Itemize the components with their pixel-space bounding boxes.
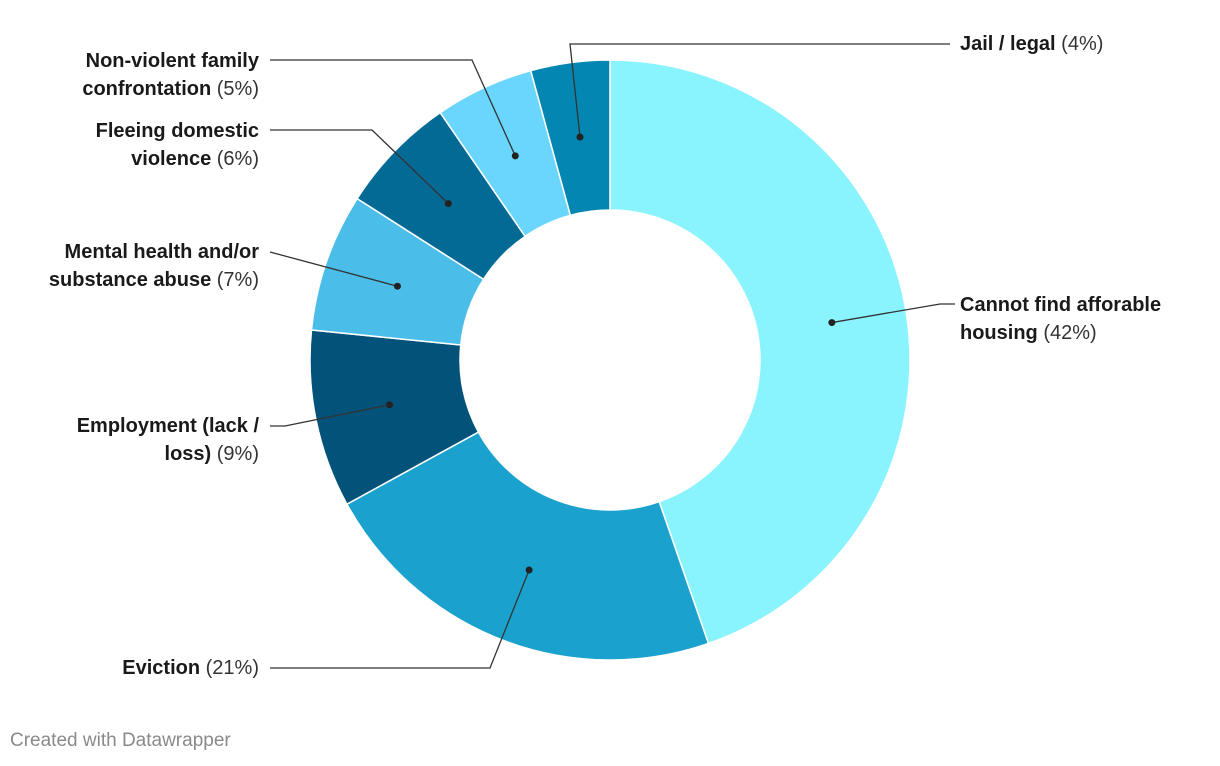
- label-line1: Non-violent family: [85, 50, 259, 72]
- label-line1: Cannot find afforable: [960, 294, 1162, 316]
- leader-dot-2: [386, 401, 394, 409]
- leader-dot-4: [444, 200, 452, 208]
- label-pct: (5%): [216, 78, 259, 100]
- label-pct: (7%): [216, 269, 259, 291]
- label-line1: Mental health and/or: [64, 241, 259, 263]
- slice-0: [609, 59, 911, 645]
- label-pct: (42%): [1043, 322, 1097, 344]
- leader-line-3: [269, 251, 398, 287]
- leader-dot-1: [525, 566, 533, 574]
- label-line2: Eviction: [122, 657, 201, 679]
- leader-dot-0: [828, 319, 836, 327]
- label-pct: (4%): [1061, 33, 1104, 55]
- slice-6: [529, 59, 611, 217]
- label-line2: confrontation: [82, 78, 212, 100]
- leader-dot-6: [576, 133, 584, 141]
- label-pct: (6%): [216, 148, 259, 170]
- leader-dot-5: [511, 152, 519, 160]
- leader-line-5: [270, 59, 516, 157]
- donut-slices: [309, 59, 911, 661]
- slice-1: [345, 431, 710, 661]
- leader-line-6: [569, 43, 950, 138]
- slice-label-jail-legal: Jail / legal (4%): [960, 30, 1103, 58]
- label-line2: Jail / legal: [960, 33, 1056, 55]
- leader-dot-3: [393, 282, 401, 290]
- leader-line-0: [831, 303, 955, 324]
- credit-text: Created with Datawrapper: [10, 730, 231, 751]
- leader-lines: [269, 43, 955, 669]
- slice-label-mental-health: Mental health and/or substance abuse (7%…: [49, 238, 259, 294]
- slice-label-eviction: Eviction (21%): [122, 654, 259, 682]
- label-line2: housing: [960, 322, 1038, 344]
- label-line1: Fleeing domestic: [95, 120, 259, 142]
- slice-label-domestic-violence: Fleeing domestic violence (6%): [96, 117, 259, 173]
- label-line1: Employment (lack /: [76, 415, 259, 437]
- leader-line-1: [270, 569, 530, 669]
- label-line2: loss): [164, 443, 212, 465]
- slice-label-cannot-find-housing: Cannot find afforable housing (42%): [960, 291, 1161, 347]
- slice-label-employment: Employment (lack / loss) (9%): [77, 412, 259, 468]
- label-line2: violence: [131, 148, 212, 170]
- leader-line-2: [270, 404, 390, 427]
- slice-label-family-confrontation: Non-violent family confrontation (5%): [82, 47, 259, 103]
- label-line2: substance abuse: [48, 269, 212, 291]
- label-pct: (9%): [216, 443, 259, 465]
- label-pct: (21%): [205, 657, 259, 679]
- leader-line-4: [270, 129, 449, 205]
